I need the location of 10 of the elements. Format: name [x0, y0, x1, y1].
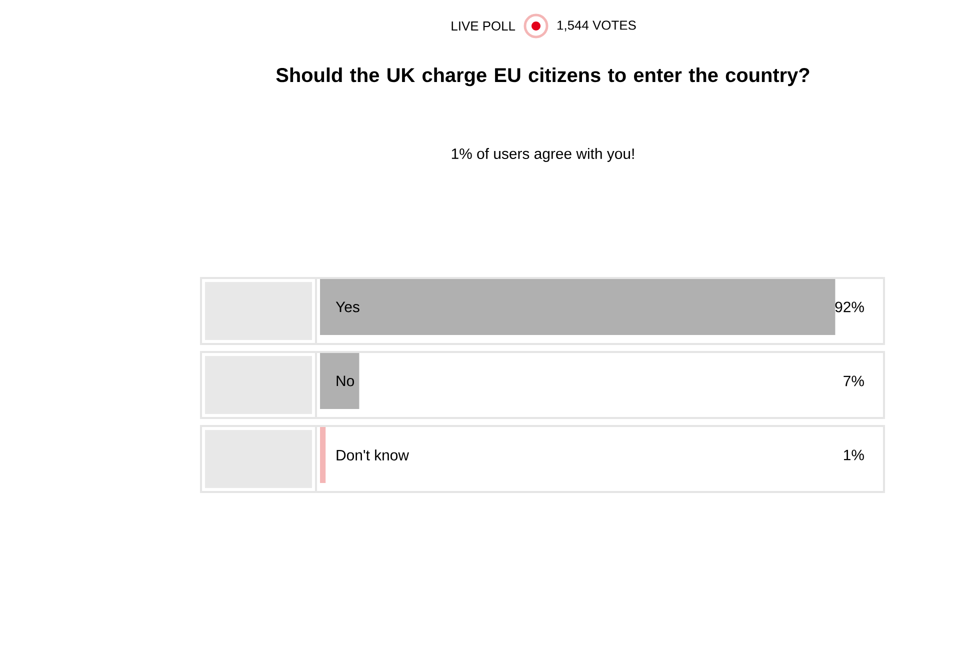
y-tick-label: No	[336, 376, 354, 386]
text: 1,544 VOTES	[558, 20, 636, 32]
data-label: 92%	[835, 302, 864, 312]
data-label: 7%	[844, 376, 864, 386]
data-label: 1%	[844, 450, 864, 460]
text: LIVE POLL	[452, 21, 516, 31]
chart-title: Should the UK charge EU citizens to enter the country?	[276, 68, 810, 86]
chart-subtitle: 1% of users agree with you!	[452, 148, 634, 162]
y-tick-label: Yes	[336, 302, 360, 312]
y-tick-label: Don't know	[336, 450, 410, 460]
